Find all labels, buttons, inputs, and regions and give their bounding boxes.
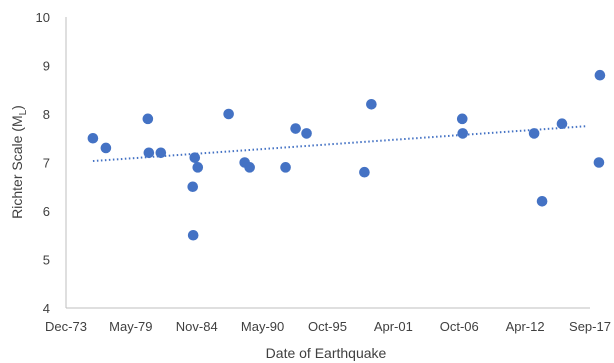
x-tick-label: May-79 (109, 319, 152, 334)
y-axis-title: Richter Scale (ML) (9, 105, 29, 219)
x-tick-label: Nov-84 (176, 319, 218, 334)
y-tick-label: 8 (43, 107, 50, 122)
y-tick-labels: 4 5 6 7 8 9 10 (36, 10, 50, 316)
data-point (192, 162, 204, 173)
x-tick-label: Dec-73 (45, 319, 87, 334)
data-point (359, 166, 370, 178)
data-point (301, 128, 312, 139)
data-point (87, 132, 99, 144)
trendline-group (92, 125, 588, 163)
data-point (290, 123, 301, 134)
data-point (142, 113, 154, 125)
data-point (366, 99, 377, 110)
data-point (187, 229, 199, 241)
x-tick-label: May-90 (241, 319, 284, 334)
y-axis-title-suffix: ) (9, 105, 25, 110)
data-point (143, 147, 155, 159)
x-tick-labels: Dec-73 May-79 Nov-84 May-90 Oct-95 Apr-01 Oct-… (45, 319, 611, 334)
x-tick-label: Apr-01 (374, 319, 413, 334)
y-tick-label: 9 (43, 59, 50, 74)
y-tick-label: 10 (36, 10, 50, 25)
data-point (593, 157, 605, 168)
data-point (556, 118, 568, 129)
data-point (456, 113, 468, 125)
data-point (223, 108, 234, 120)
y-tick-label: 5 (43, 253, 50, 268)
x-tick-label: Apr-12 (506, 319, 545, 334)
y-axis-title-main: Richter Scale (M (9, 115, 25, 218)
data-point (155, 147, 167, 159)
data-points (87, 69, 606, 241)
data-point (457, 128, 469, 139)
data-point (528, 128, 540, 139)
axes (65, 17, 590, 309)
data-point (244, 162, 255, 173)
y-axis-title-subscript: L (18, 109, 29, 115)
data-point (100, 142, 112, 154)
y-tick-label: 6 (43, 204, 50, 219)
data-point (594, 69, 606, 81)
data-point (280, 162, 291, 173)
x-tick-label: Oct-06 (440, 319, 479, 334)
y-tick-label: 7 (43, 156, 50, 171)
y-tick-label: 4 (43, 301, 50, 316)
x-tick-label: Oct-95 (308, 319, 347, 334)
trendline (92, 125, 588, 163)
x-axis-title: Date of Earthquake (266, 345, 387, 361)
x-tick-label: Sep-17 (569, 319, 611, 334)
data-point (536, 196, 548, 207)
data-point (189, 152, 201, 163)
data-point (187, 181, 199, 193)
